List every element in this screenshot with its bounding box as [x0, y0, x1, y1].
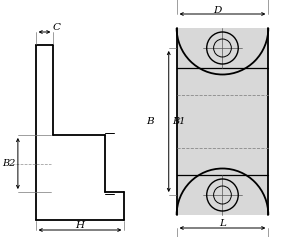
Text: B: B [146, 117, 154, 126]
Text: B1: B1 [172, 117, 185, 126]
Text: L: L [219, 219, 226, 228]
Text: D: D [213, 5, 222, 14]
Wedge shape [177, 169, 268, 215]
Text: H: H [75, 220, 84, 229]
Polygon shape [177, 28, 268, 215]
Text: C: C [52, 23, 60, 32]
Wedge shape [177, 28, 268, 74]
Text: B2: B2 [3, 159, 16, 168]
